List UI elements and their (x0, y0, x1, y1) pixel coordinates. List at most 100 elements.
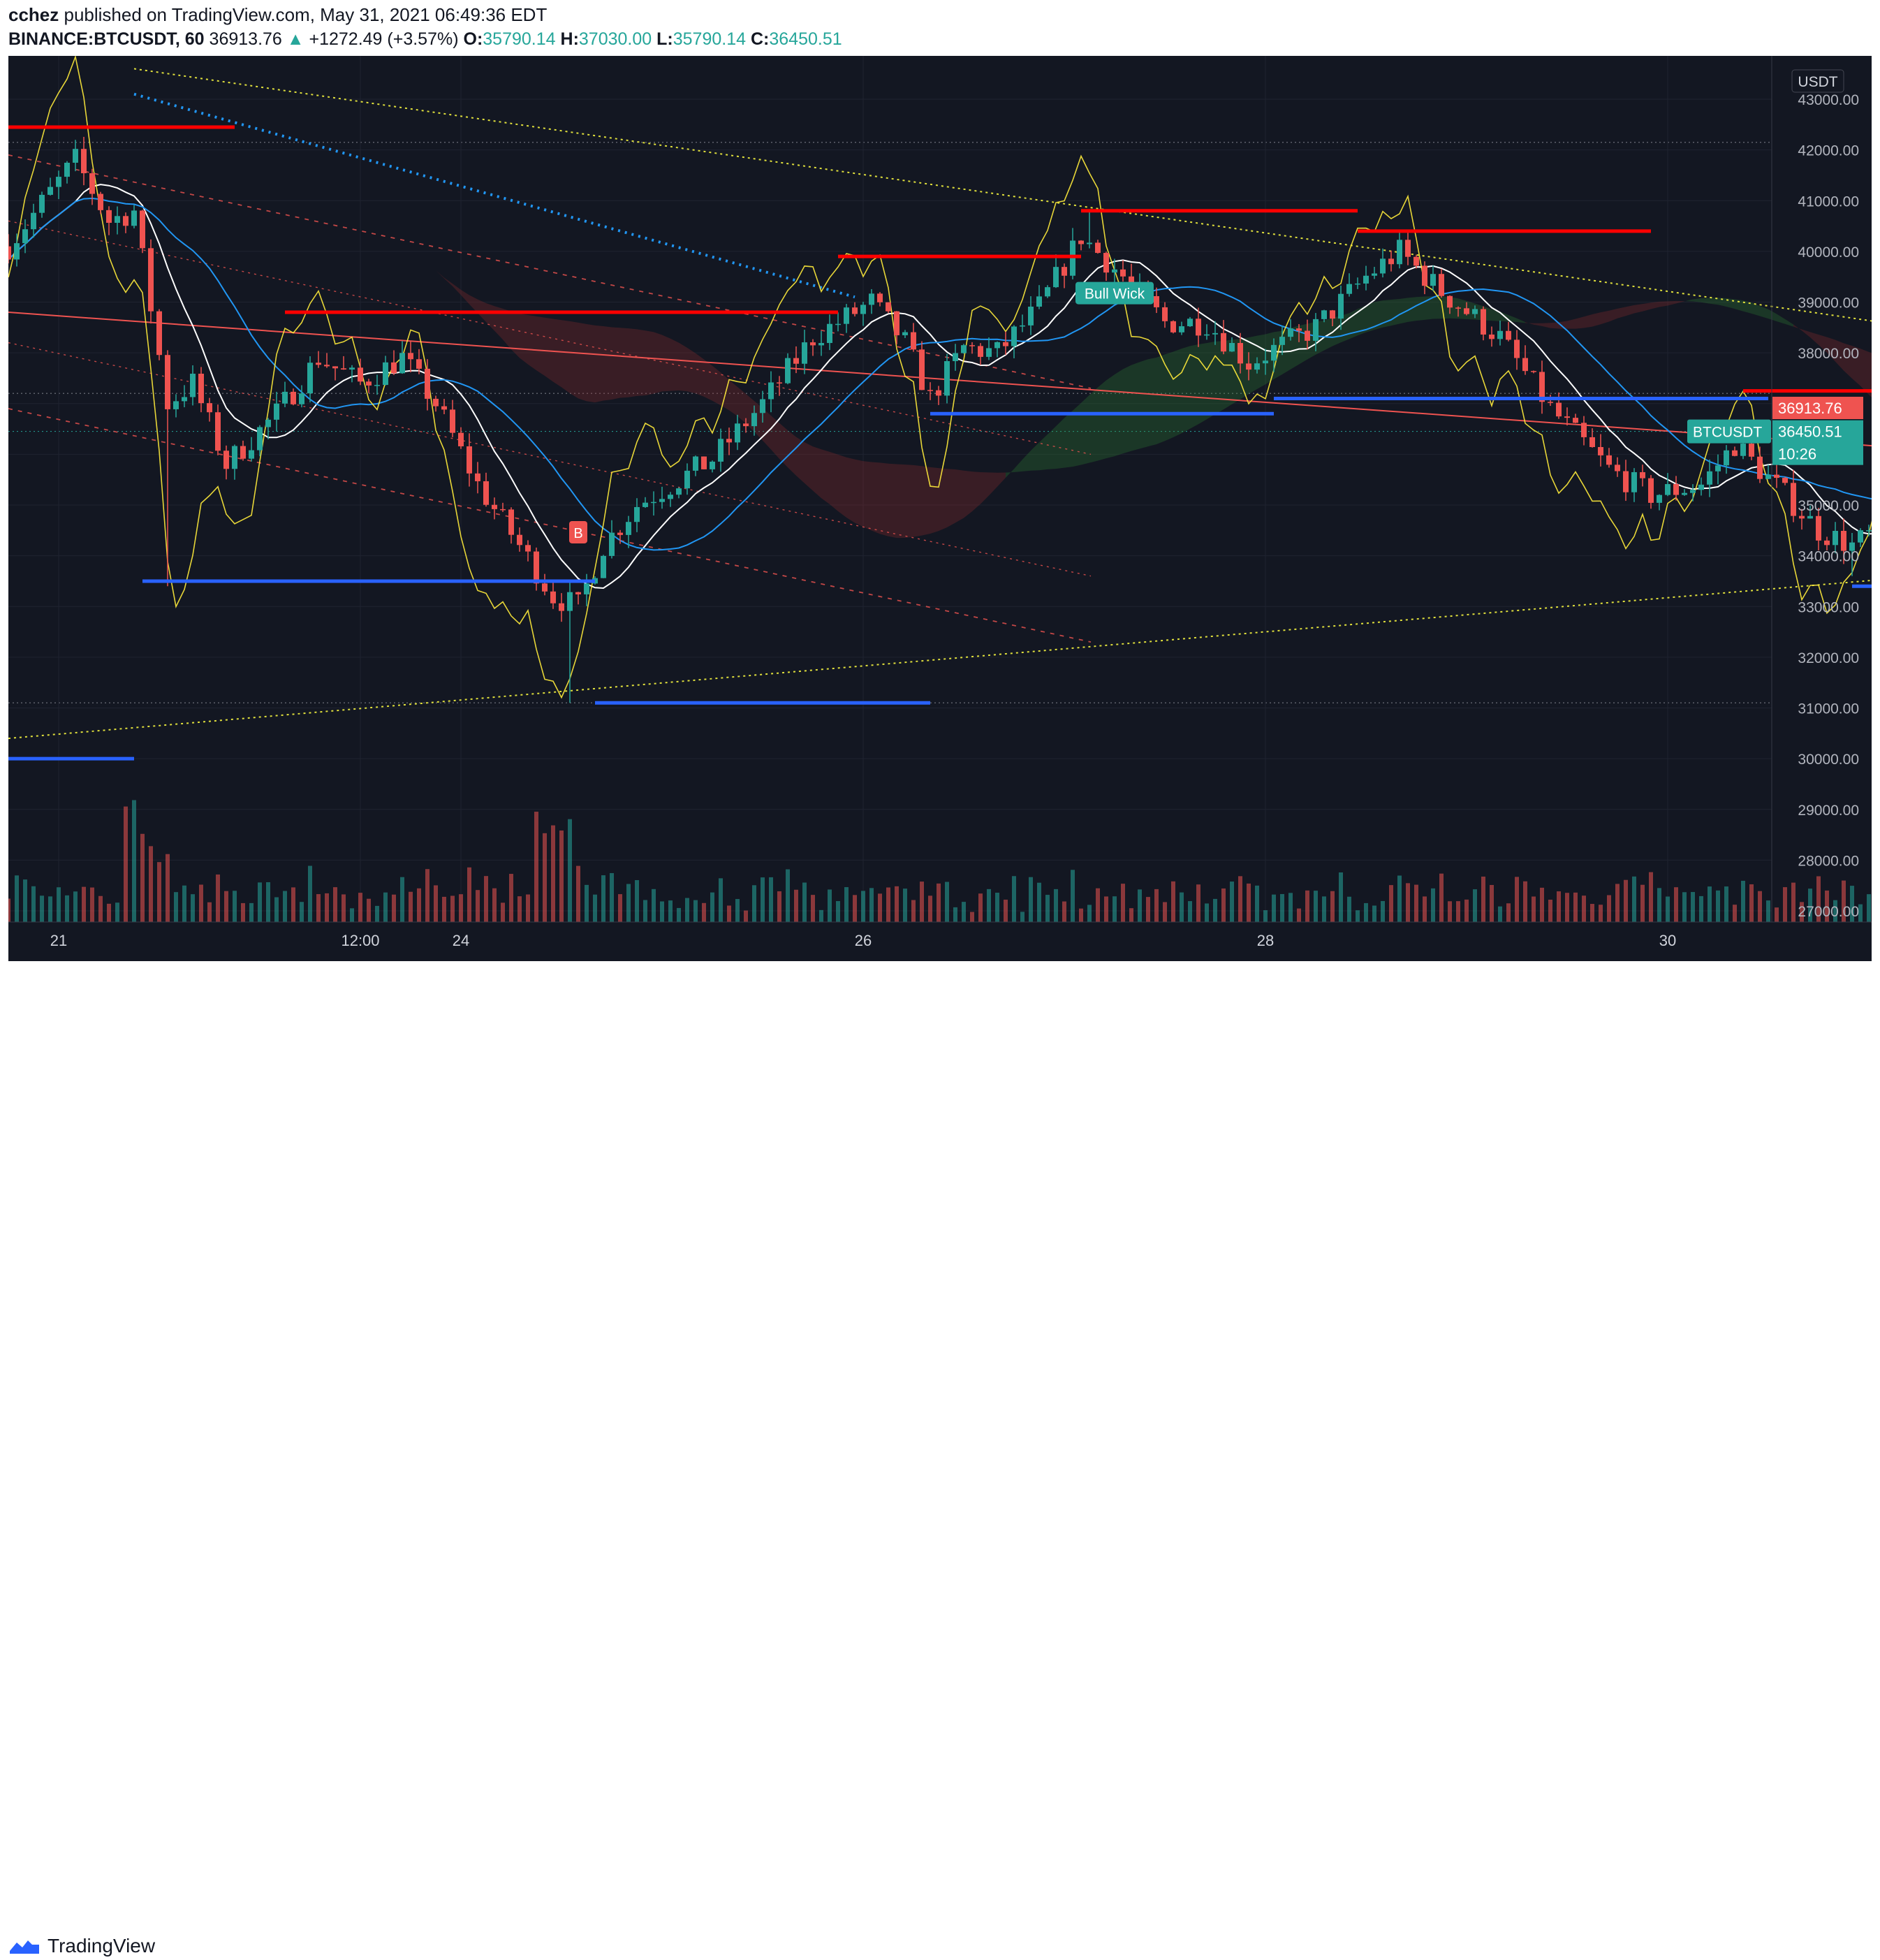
cloud-segment (687, 347, 696, 394)
candle-body (1682, 492, 1687, 495)
cloud-segment (1081, 395, 1089, 465)
symbol-name[interactable]: BINANCE:BTCUSDT, 60 (8, 29, 205, 49)
cloud-segment (1617, 307, 1626, 319)
candle-body (1455, 307, 1461, 309)
cloud-segment (578, 322, 587, 402)
cloud-segment (1048, 426, 1056, 469)
candle-body (81, 149, 87, 174)
cloud-segment (293, 198, 302, 202)
chart-area[interactable]: Bull Wick B 1 2 3 USDT 43000.00 42000.00 4… (6, 54, 1880, 961)
candle-body (307, 363, 313, 394)
high-label: H: (560, 29, 579, 49)
cloud-segment (1718, 298, 1726, 307)
candle-body (1606, 455, 1612, 465)
cloud-segment (1576, 316, 1584, 329)
cloud-segment (1643, 302, 1651, 312)
candle-body (1816, 515, 1821, 541)
candle-body (31, 212, 36, 230)
cloud-segment (1073, 402, 1081, 467)
volume-bar (1230, 882, 1234, 922)
volume-bar (1288, 893, 1293, 922)
candle-body (483, 481, 489, 505)
cloud-segment (360, 207, 369, 213)
volume-bar (73, 891, 78, 922)
cloud-segment (872, 462, 880, 534)
price-tick-label: 30000.00 (1798, 752, 1859, 768)
last-price-tag: 36913.76 (1778, 400, 1842, 417)
cloud-segment (1207, 341, 1215, 420)
volume-bar (601, 875, 605, 922)
volume-bar (308, 865, 312, 922)
cloud-segment (813, 446, 821, 499)
candle-body (1229, 343, 1235, 352)
volume-bar (869, 888, 874, 922)
volume-bar (1708, 886, 1712, 922)
candle-body (366, 381, 372, 386)
price-chart[interactable]: Bull Wick B 1 2 3 USDT 43000.00 42000.00 4… (6, 54, 1880, 961)
candle-body (1087, 242, 1092, 244)
volume-bar (1029, 877, 1033, 922)
tradingview-logo[interactable]: TradingView (8, 1932, 155, 1960)
candle-body (601, 555, 606, 578)
cloud-segment (981, 472, 989, 504)
candle-body (249, 450, 254, 459)
cloud-segment (1819, 335, 1827, 353)
candle-body (1154, 295, 1159, 307)
candle-body (1447, 295, 1453, 308)
cloud-segment (955, 469, 964, 523)
cloud-segment (226, 251, 235, 260)
cloud-segment (855, 459, 863, 527)
candle-body (1288, 328, 1293, 337)
price-tick-label: 34000.00 (1798, 549, 1859, 565)
cloud-segment (1601, 310, 1609, 325)
volume-bar (1389, 885, 1393, 922)
price-axis[interactable]: USDT 43000.00 42000.00 41000.00 40000.00 390… (1791, 69, 1859, 920)
candle-body (735, 423, 740, 443)
currency-label: USDT (1798, 74, 1837, 90)
volume-bar (1858, 904, 1863, 922)
currency-box[interactable] (1791, 69, 1844, 93)
volume-bar (534, 812, 538, 922)
cloud-segment (1089, 387, 1098, 463)
volume-bar (1121, 884, 1125, 922)
volume-bar (459, 894, 463, 922)
cloud-segment (1433, 296, 1441, 319)
volume-bar (1138, 889, 1142, 922)
cloud-segment (1827, 337, 1835, 362)
fast-moving-average (8, 184, 1880, 590)
volume-bar (895, 886, 899, 922)
cloud-segment (561, 320, 570, 394)
time-tick-label: 30 (1659, 932, 1676, 949)
volume-bar (140, 833, 145, 922)
candle-body (1573, 418, 1578, 423)
candle-body (173, 401, 179, 409)
volume-bar (1867, 894, 1871, 922)
volume-bar (1775, 907, 1779, 922)
cloud-segment (1684, 299, 1693, 302)
volume-bar (1381, 900, 1385, 922)
bull-wick-label: Bull Wick (1085, 286, 1145, 302)
cloud-segment (1391, 298, 1400, 326)
candle-body (525, 545, 531, 552)
volume-bar (1682, 892, 1687, 922)
cloud-segment (486, 302, 494, 331)
volume-bar (1607, 895, 1611, 922)
author-name[interactable]: cchez (8, 4, 59, 25)
candle-body (131, 210, 137, 226)
candle-body (668, 495, 673, 499)
volume-bar (1498, 906, 1502, 922)
candle-body (1640, 471, 1645, 478)
volume-bar (1565, 893, 1569, 922)
cloud-segment (1165, 351, 1173, 441)
candle-body (1464, 308, 1469, 314)
cloud-segment (327, 200, 335, 203)
volume-bar (1733, 905, 1737, 922)
volume-bar (57, 887, 61, 922)
volume-bar (115, 902, 119, 922)
candle-body (1757, 456, 1763, 479)
candle-body (1615, 465, 1620, 471)
candle-body (835, 323, 841, 326)
cloud-segment (888, 463, 897, 539)
volume-bar (1205, 903, 1209, 922)
